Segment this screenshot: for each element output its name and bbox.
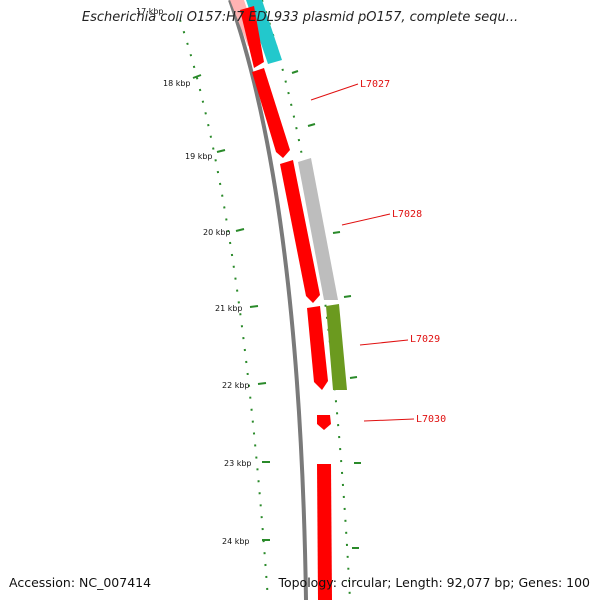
gene-red[interactable] <box>317 415 331 430</box>
scale-label: 19 kbp <box>185 152 213 161</box>
scale-label: 20 kbp <box>203 228 231 237</box>
scale-tick <box>332 231 341 234</box>
scale-tick <box>249 305 259 308</box>
scale-label: 22 kbp <box>222 381 250 390</box>
scale-tick <box>216 149 226 153</box>
label-leaders <box>310 83 415 422</box>
scale-tick <box>343 295 352 298</box>
scale-labels: 17 kbp 18 kbp 19 kbp 20 kbp 21 kbp 22 kb… <box>136 7 252 546</box>
gene-green[interactable] <box>326 304 347 390</box>
scale-tick <box>307 123 316 127</box>
gene-red[interactable] <box>240 6 264 68</box>
scale-label: 17 kbp <box>136 7 164 16</box>
scale-label: 21 kbp <box>215 304 243 313</box>
label-leader-line <box>341 213 391 226</box>
label-leader-line <box>363 418 415 422</box>
label-leader-line <box>359 339 409 346</box>
gene-label-l7028[interactable]: L7028 <box>392 209 422 220</box>
gene-gray[interactable] <box>298 158 338 300</box>
scale-ticks <box>192 70 361 549</box>
gene-red[interactable] <box>280 160 320 303</box>
label-leader-line <box>310 83 359 101</box>
scale-tick <box>192 74 202 79</box>
scale-label: 23 kbp <box>224 459 252 468</box>
gene-red[interactable] <box>317 464 332 600</box>
gene-label-l7027[interactable]: L7027 <box>360 79 390 90</box>
gene-red[interactable] <box>307 306 328 390</box>
genes <box>230 0 347 600</box>
map-title: Escherichia coli O157:H7 EDL933 plasmid … <box>81 10 519 25</box>
scale-label: 18 kbp <box>163 79 191 88</box>
scale-tick <box>291 70 299 74</box>
backbone-arc <box>228 0 308 600</box>
scale-label: 24 kbp <box>222 537 250 546</box>
inner-tick-track <box>179 19 269 600</box>
gene-red[interactable] <box>252 68 290 158</box>
summary-text: Topology: circular; Length: 92,077 bp; G… <box>278 575 590 590</box>
gene-labels: L7027 L7028 L7029 L7030 <box>360 79 446 425</box>
accession-text: Accession: NC_007414 <box>9 575 152 590</box>
scale-tick <box>235 228 245 232</box>
scale-tick <box>349 376 358 379</box>
gene-label-l7029[interactable]: L7029 <box>410 334 440 345</box>
gene-label-l7030[interactable]: L7030 <box>416 414 446 425</box>
scale-tick <box>257 382 267 385</box>
